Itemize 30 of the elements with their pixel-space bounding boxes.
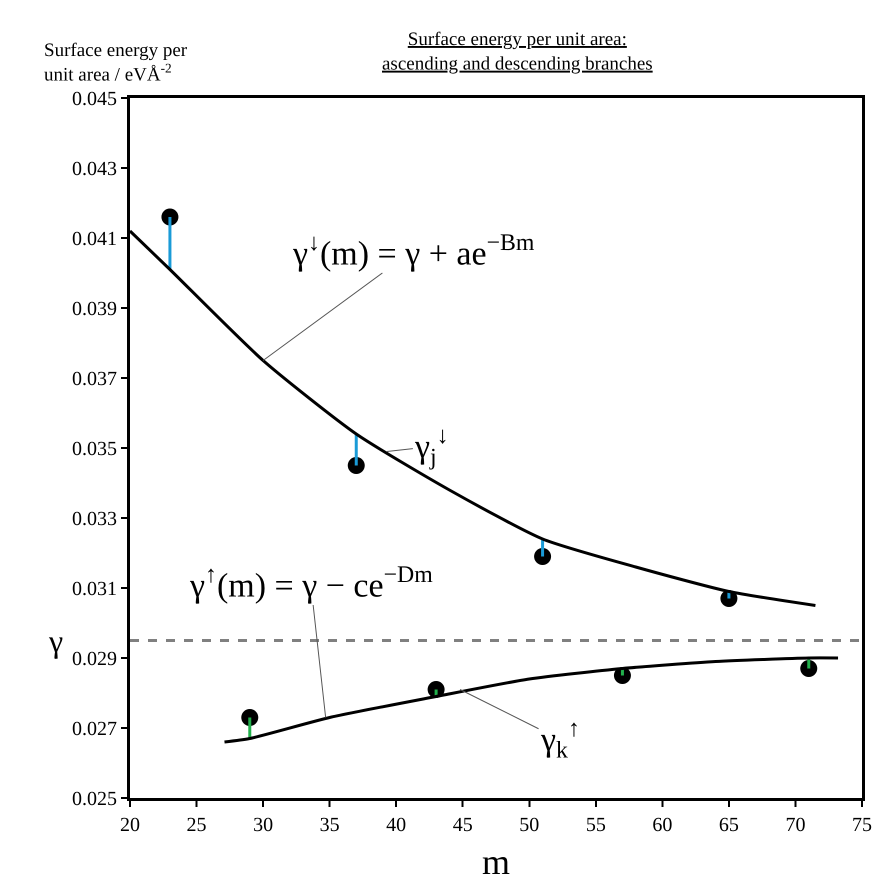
x-tick-label: 60 (652, 814, 672, 836)
y-tick-label: 0.041 (72, 228, 117, 250)
y-tick-label: 0.031 (72, 578, 117, 600)
x-tick-label: 25 (186, 814, 207, 836)
x-axis-title: m (482, 842, 510, 880)
x-tick-label: 35 (320, 814, 340, 836)
x-tick-label: 55 (586, 814, 606, 836)
y-tick-label: 0.037 (72, 368, 117, 390)
chart-title: Surface energy per unit area: ascending and descending branches (382, 29, 653, 75)
annotation: γ$^{↓}$(m) = γ + ae$^{−Bm}$ (292, 230, 535, 272)
x-tick-label: 75 (852, 814, 872, 836)
x-tick-label: 45 (452, 814, 473, 836)
x-tick-label: 30 (253, 814, 274, 836)
y-tick-label: 0.033 (72, 508, 117, 530)
annotation: γ$^{↑}$(m) = γ − ce$^{−Dm}$ (189, 562, 434, 604)
ref-line-label: γ (48, 623, 64, 659)
x-tick-label: 40 (386, 814, 406, 836)
y-tick-label: 0.027 (72, 718, 117, 740)
x-tick-label: 70 (785, 814, 806, 836)
y-tick-label: 0.043 (72, 158, 117, 180)
y-tick-label: 0.025 (72, 788, 117, 810)
x-tick-label: 65 (718, 814, 739, 836)
y-axis-title: Surface energy per unit area / eVÅ$^{-2}$ (44, 40, 188, 86)
y-tick-label: 0.045 (72, 88, 117, 110)
y-tick-label: 0.035 (72, 438, 117, 460)
line-series (130, 230, 817, 607)
y-tick-label: 0.029 (72, 648, 117, 670)
y-tick-label: 0.039 (72, 298, 117, 320)
x-tick-label: 50 (519, 814, 540, 836)
x-tick-label: 20 (120, 814, 140, 836)
